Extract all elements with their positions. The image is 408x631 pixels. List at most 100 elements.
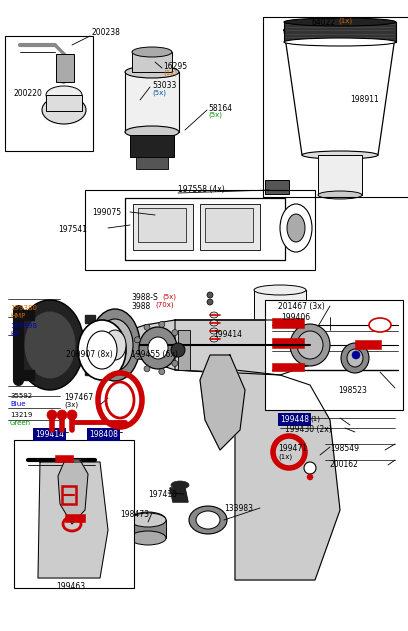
Bar xyxy=(263,17,408,197)
Bar xyxy=(65,514,85,522)
Polygon shape xyxy=(115,320,310,375)
Circle shape xyxy=(57,410,67,420)
Ellipse shape xyxy=(125,66,179,78)
Ellipse shape xyxy=(254,335,306,345)
Circle shape xyxy=(159,321,165,327)
Ellipse shape xyxy=(125,126,179,138)
Bar xyxy=(272,338,304,348)
Text: 198911: 198911 xyxy=(350,95,379,104)
Text: 13219: 13219 xyxy=(10,412,32,418)
Text: 200162: 200162 xyxy=(330,460,359,469)
Ellipse shape xyxy=(97,319,133,371)
Text: HMP: HMP xyxy=(10,313,25,319)
Ellipse shape xyxy=(210,320,218,326)
Text: 199414: 199414 xyxy=(35,430,64,439)
Text: (5x): (5x) xyxy=(162,293,176,300)
Circle shape xyxy=(172,329,178,336)
Polygon shape xyxy=(175,320,355,380)
Text: 198523: 198523 xyxy=(338,386,367,395)
Ellipse shape xyxy=(148,337,168,359)
Text: 201467 (3x): 201467 (3x) xyxy=(278,302,325,311)
Ellipse shape xyxy=(196,511,220,529)
Ellipse shape xyxy=(130,531,166,545)
Text: 199406: 199406 xyxy=(281,313,310,322)
Text: 197418: 197418 xyxy=(148,490,177,499)
Circle shape xyxy=(47,410,57,420)
Polygon shape xyxy=(170,488,188,502)
Bar xyxy=(136,157,168,169)
Ellipse shape xyxy=(284,38,396,46)
Text: 198408: 198408 xyxy=(89,430,118,439)
Text: (1): (1) xyxy=(310,415,320,422)
Text: 53033: 53033 xyxy=(152,81,176,90)
Bar xyxy=(132,52,172,72)
Bar xyxy=(133,204,193,250)
Ellipse shape xyxy=(171,481,189,489)
Bar xyxy=(5,36,93,151)
Text: Blue: Blue xyxy=(10,401,25,407)
Text: 200238: 200238 xyxy=(92,28,121,37)
Bar xyxy=(272,318,304,328)
Bar xyxy=(138,208,186,242)
Polygon shape xyxy=(200,355,245,450)
Text: 199430 (2x): 199430 (2x) xyxy=(285,425,332,434)
Ellipse shape xyxy=(290,324,330,366)
Text: 199471: 199471 xyxy=(278,444,307,453)
Bar xyxy=(272,363,304,371)
Text: 64022: 64022 xyxy=(312,18,336,27)
Circle shape xyxy=(177,345,183,351)
Text: 133983: 133983 xyxy=(224,504,253,513)
Text: 197558 (4x): 197558 (4x) xyxy=(178,185,225,194)
Circle shape xyxy=(144,366,150,372)
Text: 35592: 35592 xyxy=(10,393,32,399)
Text: 16295: 16295 xyxy=(163,62,187,71)
Text: 199448: 199448 xyxy=(280,415,309,424)
Text: 198549: 198549 xyxy=(330,444,359,453)
Ellipse shape xyxy=(130,512,166,528)
Text: 199380: 199380 xyxy=(10,305,37,311)
Text: 197541: 197541 xyxy=(58,225,87,234)
Circle shape xyxy=(307,474,313,480)
Bar xyxy=(130,135,174,157)
Circle shape xyxy=(171,343,185,357)
Ellipse shape xyxy=(287,214,305,242)
Bar xyxy=(355,340,381,349)
Bar xyxy=(56,54,74,82)
Polygon shape xyxy=(235,370,340,580)
Text: HP: HP xyxy=(10,331,19,337)
Polygon shape xyxy=(38,462,108,578)
Text: 199455 (6x): 199455 (6x) xyxy=(131,350,178,359)
Ellipse shape xyxy=(189,506,227,534)
Bar xyxy=(200,204,260,250)
Circle shape xyxy=(304,462,316,474)
Polygon shape xyxy=(18,370,34,380)
Circle shape xyxy=(352,351,360,359)
Circle shape xyxy=(67,410,77,420)
Text: 199463: 199463 xyxy=(56,582,85,591)
Bar xyxy=(46,95,82,111)
Bar xyxy=(205,208,253,242)
Bar xyxy=(55,455,73,462)
Polygon shape xyxy=(284,30,396,155)
Ellipse shape xyxy=(280,204,312,252)
Text: 200220: 200220 xyxy=(14,89,43,98)
Text: (1x): (1x) xyxy=(278,453,292,459)
Ellipse shape xyxy=(46,86,82,104)
Text: (1x): (1x) xyxy=(338,18,352,25)
Ellipse shape xyxy=(369,318,391,332)
Circle shape xyxy=(207,299,213,305)
Polygon shape xyxy=(18,310,34,320)
Ellipse shape xyxy=(90,309,140,381)
Text: 197467: 197467 xyxy=(64,393,93,402)
Text: 198473: 198473 xyxy=(120,510,149,519)
Bar xyxy=(125,72,179,132)
Text: (3x): (3x) xyxy=(64,402,78,408)
Text: 199398: 199398 xyxy=(10,323,37,329)
Bar xyxy=(254,290,306,340)
Text: (5x): (5x) xyxy=(152,89,166,95)
Ellipse shape xyxy=(341,343,369,373)
Bar xyxy=(62,486,76,504)
Ellipse shape xyxy=(16,300,84,390)
Bar xyxy=(85,190,315,270)
Bar xyxy=(178,330,190,370)
